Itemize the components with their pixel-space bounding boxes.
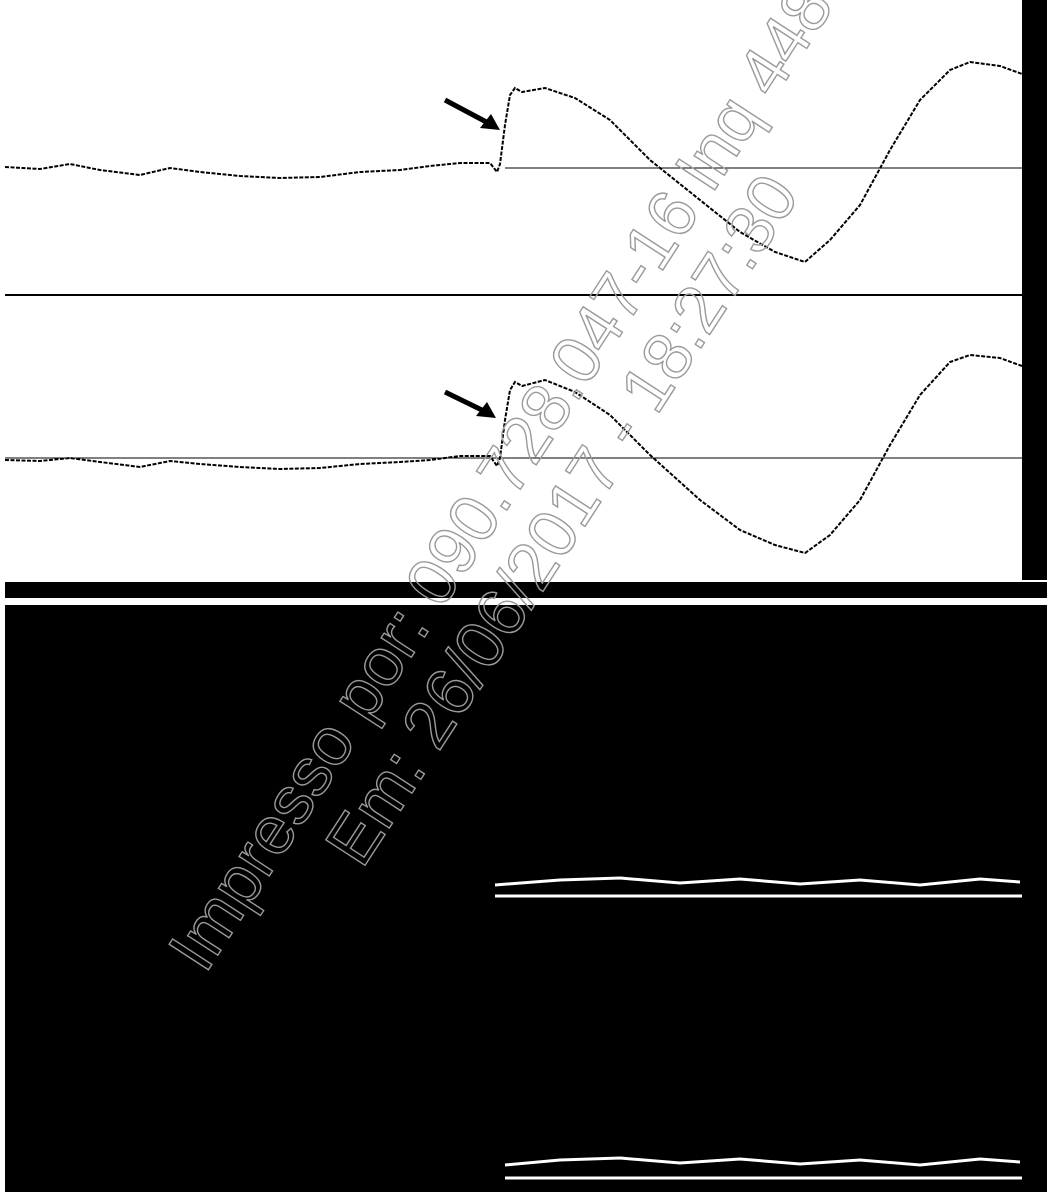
arrow-bottom-head — [476, 402, 496, 418]
arrow-top — [443, 97, 494, 128]
separator-band — [5, 582, 1047, 598]
arrow-bottom — [443, 389, 490, 416]
arrow-top-head — [480, 114, 500, 130]
doppler-trace-1 — [494, 876, 1021, 887]
doppler-trace-2 — [504, 1156, 1021, 1167]
waveform-top — [4, 60, 1023, 264]
right-edge-bar — [1022, 0, 1047, 580]
doppler-panel — [5, 605, 1047, 1192]
waveform-bottom — [4, 353, 1023, 555]
